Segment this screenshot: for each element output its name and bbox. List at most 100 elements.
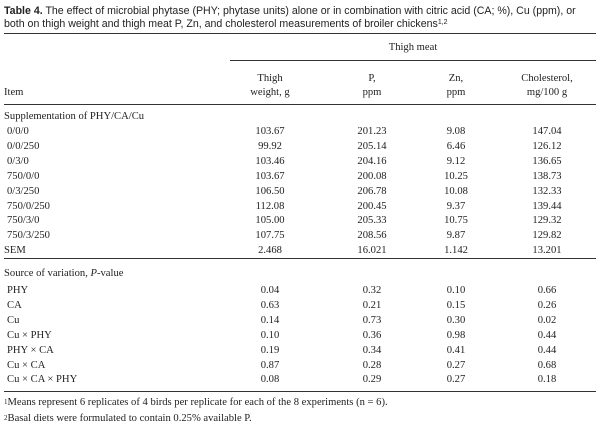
footnote-2: 2Basal diets were formulated to contain … bbox=[4, 413, 252, 425]
table-cell-zn: 9.08 bbox=[446, 126, 466, 137]
pvalue-cell-chol: 0.02 bbox=[537, 314, 557, 326]
table-cell-zn: 10.25 bbox=[444, 170, 468, 182]
pvalue-cell-chol: 0.68 bbox=[537, 359, 557, 371]
header-zn-line2: ppm bbox=[446, 87, 466, 98]
pvalue-cell-p: 0.36 bbox=[362, 329, 382, 341]
pvalue-cell-zn: 0.10 bbox=[446, 285, 466, 296]
sem-cell-w: 2.468 bbox=[258, 245, 282, 257]
table-top-rule bbox=[4, 33, 596, 34]
section-divider-rule bbox=[4, 258, 596, 259]
pvalue-cell-p: 0.28 bbox=[362, 359, 382, 371]
pvalue-cell-w: 0.63 bbox=[260, 299, 280, 311]
footnote-1-marker: 1 bbox=[4, 398, 8, 406]
pvalue-cell-w: 0.04 bbox=[260, 285, 280, 296]
pvalue-cell-p: 0.32 bbox=[362, 285, 382, 296]
table-cell-p: 204.16 bbox=[357, 155, 387, 167]
table-row-item: 750/0/250 bbox=[7, 200, 50, 212]
sem-cell-zn: 1.142 bbox=[444, 245, 468, 257]
pvalue-cell-w: 0.14 bbox=[260, 314, 280, 326]
pvalue-cell-w: 0.87 bbox=[260, 359, 280, 371]
pvalue-row-item: Cu × PHY bbox=[7, 329, 52, 341]
table-label: Table 4. bbox=[4, 5, 43, 17]
sem-cell-chol: 13.201 bbox=[532, 245, 562, 257]
table-cell-chol: 129.32 bbox=[532, 215, 562, 227]
table-cell-chol: 129.82 bbox=[532, 230, 562, 242]
pvalue-row-item: Cu × CA × PHY bbox=[7, 374, 78, 386]
footnote-2-marker: 2 bbox=[4, 414, 8, 422]
table-row-item: 0/0/0 bbox=[7, 126, 29, 137]
header-thigh-weight-line2: weight, g bbox=[250, 87, 290, 98]
sem-row-label: SEM bbox=[4, 245, 26, 257]
pvalue-cell-zn: 0.27 bbox=[446, 374, 466, 386]
pvalue-cell-chol: 0.26 bbox=[537, 299, 557, 311]
table-cell-p: 200.45 bbox=[357, 200, 387, 212]
header-cholesterol-line1: Cholesterol, bbox=[521, 73, 573, 84]
table-row-item: 750/3/0 bbox=[7, 215, 40, 227]
pvalue-row-item: PHY bbox=[7, 285, 29, 296]
header-cholesterol-line2: mg/100 g bbox=[526, 87, 568, 98]
sem-cell-p: 16.021 bbox=[357, 245, 387, 257]
header-bottom-rule bbox=[4, 104, 596, 105]
table-cell-w: 105.00 bbox=[255, 215, 285, 227]
pvalue-cell-w: 0.19 bbox=[260, 344, 280, 356]
header-group-thigh-meat: Thigh meat bbox=[388, 42, 438, 53]
table-cell-chol: 136.65 bbox=[532, 155, 562, 167]
pvalue-cell-zn: 0.15 bbox=[446, 299, 466, 311]
table-cell-chol: 139.44 bbox=[532, 200, 562, 212]
table-cell-zn: 9.12 bbox=[446, 155, 466, 167]
table-cell-w: 106.50 bbox=[255, 185, 285, 197]
pvalue-row-item: Cu bbox=[7, 314, 20, 326]
footnote-1-text: Means represent 6 replicates of 4 birds … bbox=[7, 397, 388, 408]
table-cell-zn: 10.08 bbox=[444, 185, 468, 197]
pvalue-cell-p: 0.34 bbox=[362, 344, 382, 356]
sov-title-suffix: -value bbox=[96, 268, 124, 279]
table-cell-zn: 10.75 bbox=[444, 215, 468, 227]
sov-title-italic: P bbox=[90, 268, 97, 279]
table-cell-p: 200.08 bbox=[357, 170, 387, 182]
table-cell-w: 99.92 bbox=[258, 140, 282, 152]
pvalue-cell-p: 0.21 bbox=[362, 299, 382, 311]
table-cell-p: 201.23 bbox=[357, 126, 387, 137]
table-row-item: 0/0/250 bbox=[7, 140, 40, 152]
table-cell-zn: 9.87 bbox=[446, 230, 466, 242]
pvalue-cell-zn: 0.41 bbox=[446, 344, 466, 356]
pvalue-cell-w: 0.08 bbox=[260, 374, 280, 386]
table-cell-w: 112.08 bbox=[255, 200, 285, 212]
pvalue-cell-w: 0.10 bbox=[260, 329, 280, 341]
table-cell-p: 205.33 bbox=[357, 215, 387, 227]
pvalue-cell-zn: 0.30 bbox=[446, 314, 466, 326]
table-cell-w: 103.67 bbox=[255, 170, 285, 182]
table-cell-w: 103.46 bbox=[255, 155, 285, 167]
pvalue-cell-chol: 0.66 bbox=[537, 285, 557, 296]
pvalue-row-item: CA bbox=[7, 299, 22, 311]
pvalue-cell-chol: 0.44 bbox=[537, 344, 557, 356]
pvalue-cell-chol: 0.18 bbox=[537, 374, 557, 386]
table-caption: Table 4. The effect of microbial phytase… bbox=[4, 5, 596, 30]
pvalue-row-item: PHY × CA bbox=[7, 344, 54, 356]
table-cell-zn: 9.37 bbox=[446, 200, 466, 212]
table-cell-chol: 132.33 bbox=[532, 185, 562, 197]
footnote-1: 1Means represent 6 replicates of 4 birds… bbox=[4, 397, 388, 409]
table-cell-chol: 147.04 bbox=[532, 126, 562, 137]
header-thigh-weight-line1: Thigh bbox=[257, 73, 283, 84]
header-p-line2: ppm bbox=[362, 87, 382, 98]
table-row-item: 750/0/0 bbox=[7, 170, 40, 182]
table-cell-p: 206.78 bbox=[357, 185, 387, 197]
pvalue-cell-zn: 0.98 bbox=[446, 329, 466, 341]
table-cell-w: 107.75 bbox=[255, 230, 285, 242]
pvalue-cell-chol: 0.44 bbox=[537, 329, 557, 341]
pvalue-cell-p: 0.73 bbox=[362, 314, 382, 326]
pvalue-row-item: Cu × CA bbox=[7, 359, 46, 371]
table-cell-p: 205.14 bbox=[357, 140, 387, 152]
sov-title-prefix: Source of variation, bbox=[4, 268, 91, 279]
header-zn-line1: Zn, bbox=[448, 73, 464, 84]
table-cell-chol: 126.12 bbox=[532, 140, 562, 152]
pvalue-cell-zn: 0.27 bbox=[446, 359, 466, 371]
caption-text: The effect of microbial phytase (PHY; ph… bbox=[4, 5, 576, 30]
group-header-rule bbox=[230, 60, 596, 61]
table-row-item: 750/3/250 bbox=[7, 230, 50, 242]
caption-footnote-marker: 1,2 bbox=[437, 18, 448, 26]
table-row-item: 0/3/0 bbox=[7, 155, 29, 167]
table-cell-chol: 138.73 bbox=[532, 170, 562, 182]
footnote-2-text: Basal diets were formulated to contain 0… bbox=[7, 413, 252, 424]
